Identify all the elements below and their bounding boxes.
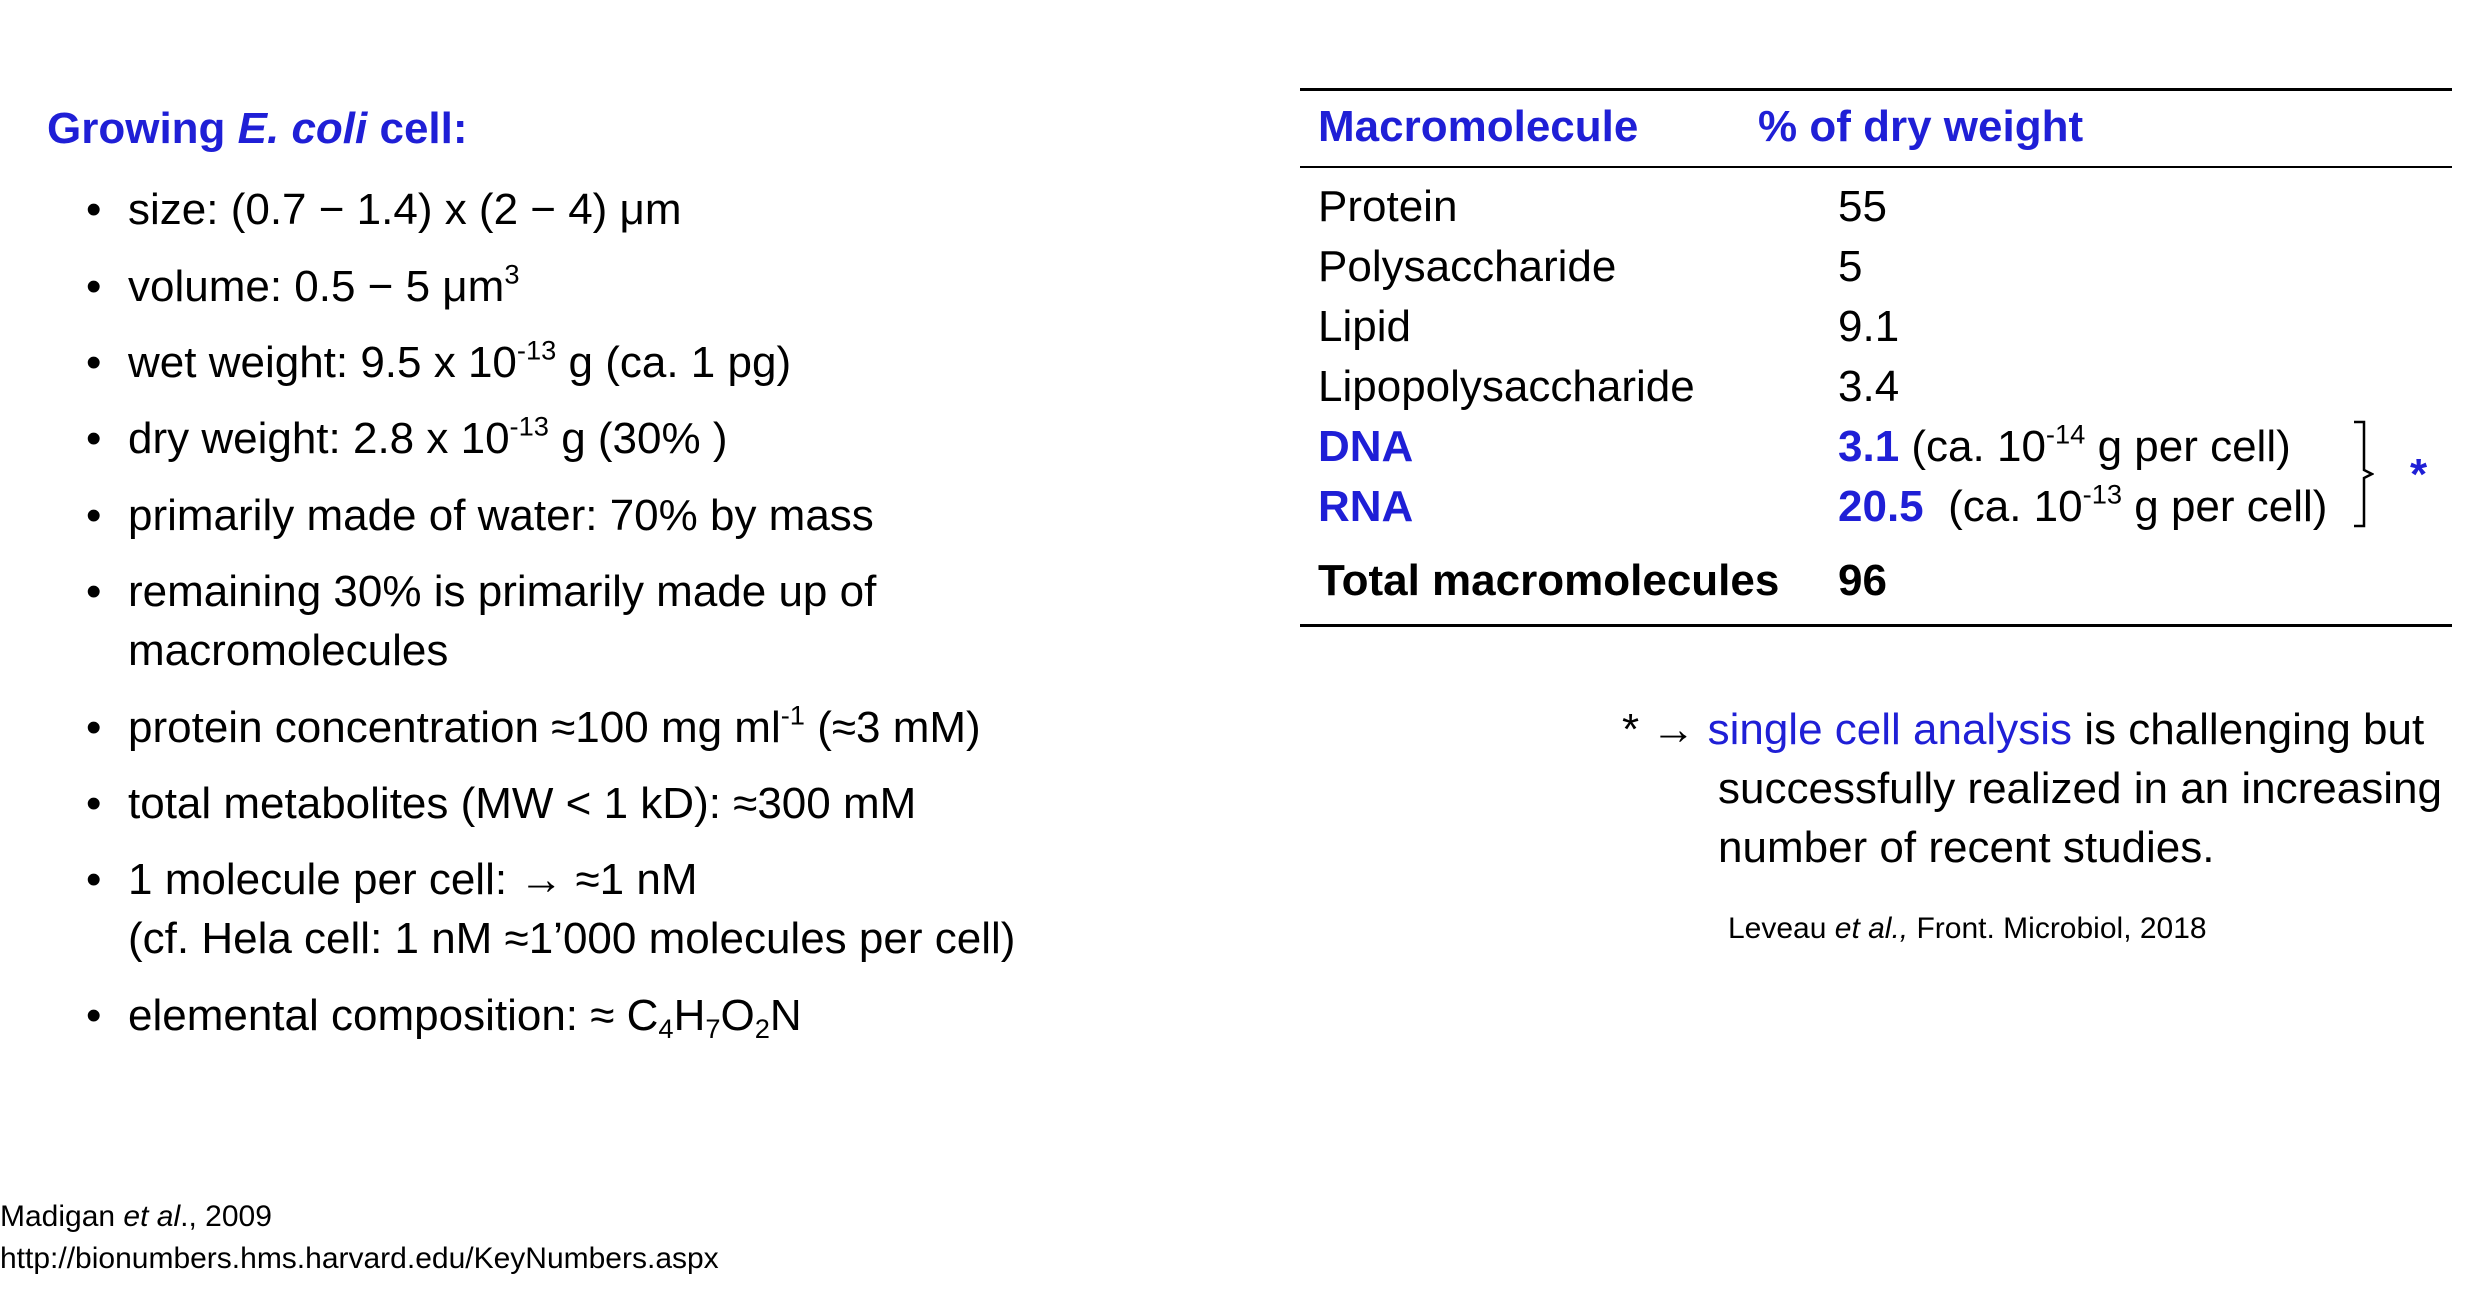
references: Madigan et al., 2009 http://bionumbers.h… [0, 1196, 719, 1280]
table-row-name: Lipopolysaccharide [1318, 362, 1695, 411]
table-row-dna-name: DNA [1318, 422, 1414, 471]
right-brace-icon [2354, 420, 2374, 528]
table-row-dna-value: 3.1 (ca. 10-14 g per cell) [1838, 418, 2291, 471]
table-row-rna-name: RNA [1318, 482, 1414, 531]
table-row-value: 9.1 [1838, 302, 1900, 351]
note-line-3: number of recent studies. [1718, 823, 2215, 872]
section-title: Growing E. coli cell: [47, 104, 468, 153]
table-row-total-name: Total macromolecules [1318, 556, 1780, 605]
reference-url: http://bionumbers.hms.harvard.edu/KeyNum… [0, 1242, 719, 1275]
table-row-rna-value: 20.5 (ca. 10-13 g per cell) [1838, 478, 2328, 531]
citation-leveau: Leveau et al., Front. Microbiol, 2018 [1728, 912, 2207, 945]
note-line-1: * → single cell analysis is challenging … [1622, 705, 2425, 754]
table-row-name: Lipid [1318, 302, 1411, 351]
reference-madigan: Madigan et al., 2009 [0, 1200, 272, 1233]
table-row-name: Protein [1318, 182, 1458, 231]
table-bottom-rule [1300, 624, 2452, 627]
note-link-text: single cell analysis [1707, 705, 2072, 754]
table-header-dry-weight: % of dry weight [1758, 102, 2084, 151]
table-row-name: Polysaccharide [1318, 242, 1617, 291]
species-name: E. coli [237, 104, 368, 153]
asterisk-mark: * [2410, 450, 2428, 499]
table-header-macromolecule: Macromolecule [1318, 102, 1639, 151]
note-line-2: successfully realized in an increasing [1718, 764, 2442, 813]
table-row-total-value: 96 [1838, 556, 1887, 605]
table-row-value: 3.4 [1838, 362, 1900, 411]
table-top-rule [1300, 88, 2452, 91]
table-row-value: 5 [1838, 242, 1863, 291]
table-row-value: 55 [1838, 182, 1887, 231]
table-header-rule [1300, 166, 2452, 168]
